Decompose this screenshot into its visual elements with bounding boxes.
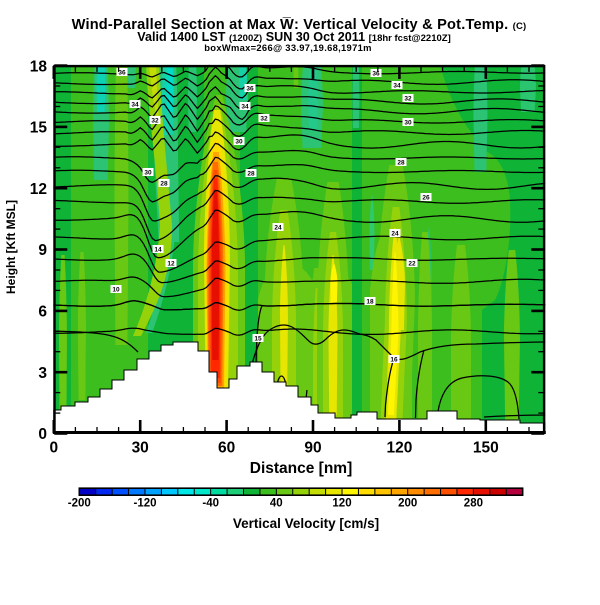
svg-text:24: 24 xyxy=(391,230,399,237)
svg-text:3: 3 xyxy=(38,365,47,382)
svg-text:200: 200 xyxy=(398,498,417,510)
svg-text:16: 16 xyxy=(390,356,398,363)
svg-text:36: 36 xyxy=(118,69,126,76)
svg-text:-120: -120 xyxy=(133,498,156,510)
svg-text:Vertical Velocity [cm/s]: Vertical Velocity [cm/s] xyxy=(233,516,379,531)
svg-text:36: 36 xyxy=(372,70,380,77)
svg-text:12: 12 xyxy=(167,260,175,267)
svg-text:Distance [nm]: Distance [nm] xyxy=(250,460,353,477)
svg-text:9: 9 xyxy=(38,242,47,259)
svg-text:-200: -200 xyxy=(68,498,91,510)
svg-text:36: 36 xyxy=(246,85,254,92)
svg-text:30: 30 xyxy=(144,169,152,176)
svg-text:30: 30 xyxy=(132,440,149,457)
svg-text:32: 32 xyxy=(404,95,412,102)
svg-text:26: 26 xyxy=(422,194,430,201)
svg-text:Height [Kft MSL]: Height [Kft MSL] xyxy=(4,200,18,294)
svg-text:120: 120 xyxy=(332,498,351,510)
svg-text:18: 18 xyxy=(366,298,374,305)
svg-text:15: 15 xyxy=(30,120,48,137)
svg-text:28: 28 xyxy=(160,180,168,187)
svg-text:30: 30 xyxy=(404,119,412,126)
svg-text:34: 34 xyxy=(241,103,249,110)
svg-text:14: 14 xyxy=(154,246,162,253)
svg-text:15: 15 xyxy=(254,335,262,342)
svg-text:280: 280 xyxy=(464,498,483,510)
svg-text:0: 0 xyxy=(49,440,58,457)
svg-text:22: 22 xyxy=(408,260,416,267)
svg-text:0: 0 xyxy=(38,426,47,443)
svg-text:24: 24 xyxy=(274,224,282,231)
svg-text:60: 60 xyxy=(218,440,235,457)
svg-text:120: 120 xyxy=(386,440,412,457)
svg-text:32: 32 xyxy=(151,117,159,124)
svg-text:10: 10 xyxy=(112,286,120,293)
svg-text:6: 6 xyxy=(38,304,47,321)
svg-text:-40: -40 xyxy=(202,498,219,510)
svg-text:12: 12 xyxy=(30,181,47,198)
svg-text:34: 34 xyxy=(393,82,401,89)
svg-text:28: 28 xyxy=(247,170,255,177)
svg-text:30: 30 xyxy=(235,138,243,145)
svg-text:18: 18 xyxy=(30,58,48,75)
svg-text:90: 90 xyxy=(304,440,321,457)
svg-text:Wind-Parallel Section at Max W: Wind-Parallel Section at Max W̅: Vertica… xyxy=(72,17,527,33)
svg-text:Valid 1400 LST (1200Z) SUN 30: Valid 1400 LST (1200Z) SUN 30 Oct 2011 [… xyxy=(137,30,451,44)
svg-text:34: 34 xyxy=(131,101,139,108)
svg-text:28: 28 xyxy=(397,159,405,166)
svg-text:150: 150 xyxy=(473,440,499,457)
svg-text:32: 32 xyxy=(260,115,268,122)
svg-text:boxWmax=266@ 33.97,19.68,1971m: boxWmax=266@ 33.97,19.68,1971m xyxy=(204,42,371,53)
svg-text:40: 40 xyxy=(270,498,283,510)
